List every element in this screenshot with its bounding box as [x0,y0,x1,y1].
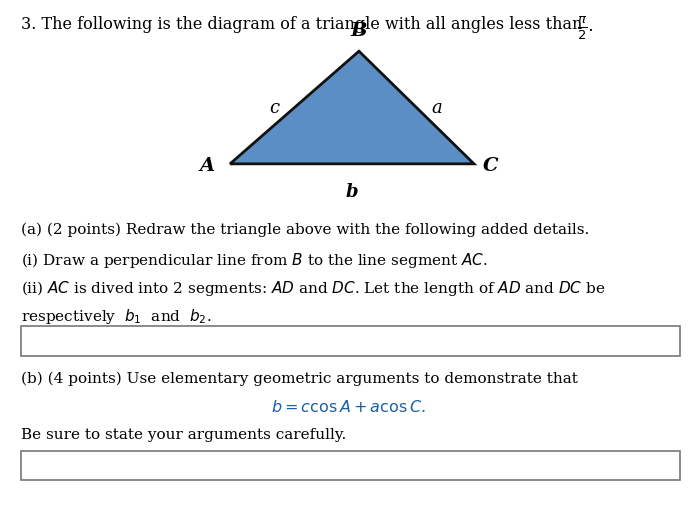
Text: respectively  $b_1$  and  $b_2$.: respectively $b_1$ and $b_2$. [21,307,211,326]
FancyBboxPatch shape [21,451,680,480]
Polygon shape [230,51,474,164]
Text: (ii) $AC$ is dived into 2 segments: $AD$ and $DC$. Let the length of $AD$ and $D: (ii) $AC$ is dived into 2 segments: $AD$… [21,279,606,298]
Text: C: C [483,157,498,176]
Text: (b) (4 points) Use elementary geometric arguments to demonstrate that: (b) (4 points) Use elementary geometric … [21,371,578,386]
Text: a: a [432,98,443,117]
Text: A: A [199,157,215,176]
Text: $b = c\cos A+a\cos C$.: $b = c\cos A+a\cos C$. [271,399,426,416]
Text: 3. The following is the diagram of a triangle with all angles less than: 3. The following is the diagram of a tri… [21,16,582,33]
Text: c: c [269,98,279,117]
Text: B: B [351,22,367,40]
FancyBboxPatch shape [21,326,680,356]
Text: Be sure to state your arguments carefully.: Be sure to state your arguments carefull… [21,428,346,441]
Text: (a) (2 points) Redraw the triangle above with the following added details.: (a) (2 points) Redraw the triangle above… [21,223,589,237]
Text: $\frac{\pi}{2}$.: $\frac{\pi}{2}$. [577,14,594,41]
Text: b: b [346,183,358,201]
Text: (i) Draw a perpendicular line from $B$ to the line segment $AC$.: (i) Draw a perpendicular line from $B$ t… [21,251,488,270]
